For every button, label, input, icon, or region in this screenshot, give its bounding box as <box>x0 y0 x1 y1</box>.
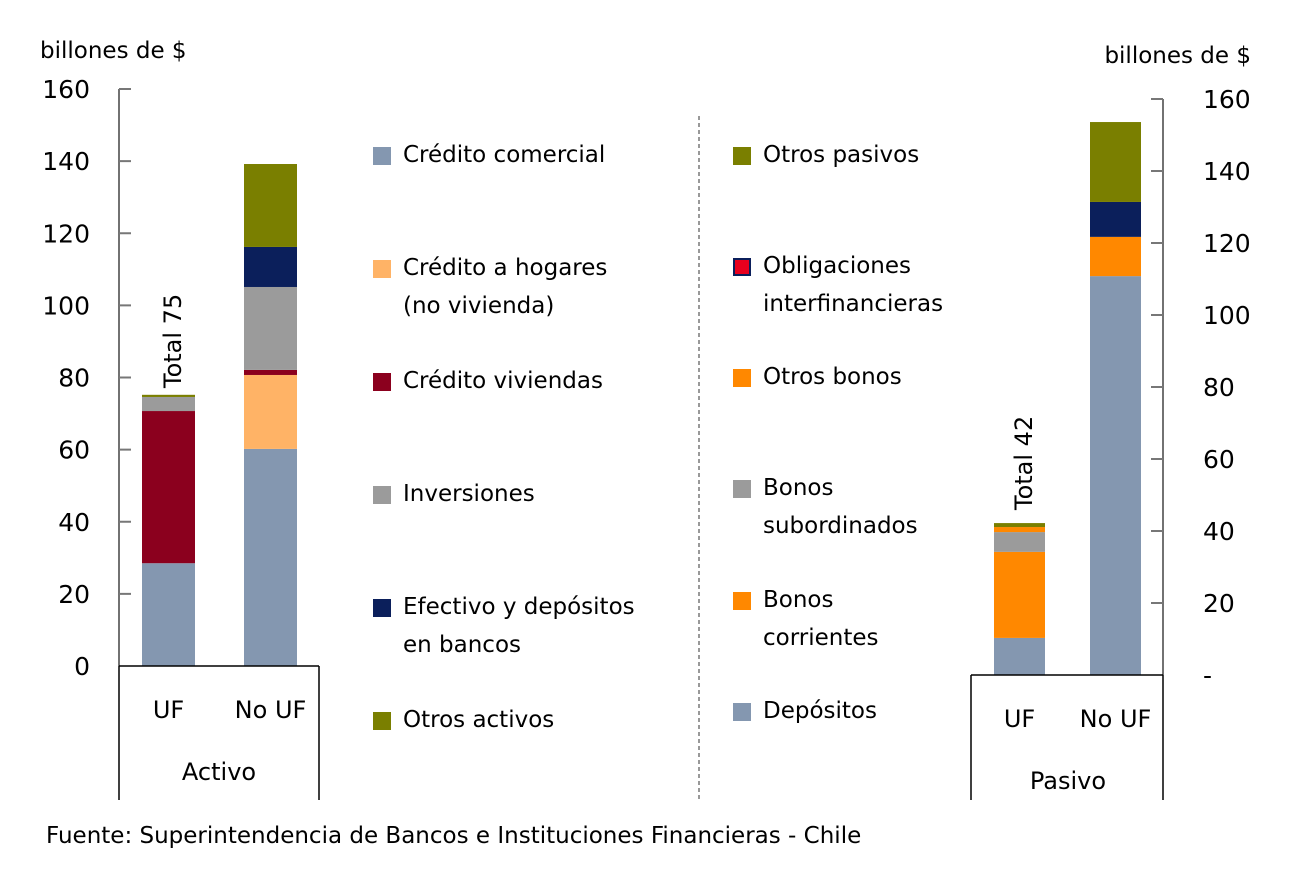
y-tick-label: 80 <box>58 364 90 393</box>
legend-swatch <box>733 592 751 610</box>
legend-label-line: Crédito a hogares <box>403 255 608 281</box>
y-tick-label: 60 <box>1203 445 1235 474</box>
legend-label-line: Obligaciones <box>763 253 911 279</box>
legend-swatch <box>733 369 751 387</box>
total-annotation: Total 42 <box>1010 416 1038 511</box>
bar-segment <box>244 286 297 370</box>
legend-swatch <box>733 147 751 165</box>
bar-segment <box>994 551 1045 638</box>
bar-segment <box>1090 276 1141 675</box>
legend-swatch <box>373 147 391 165</box>
source-footer: Fuente: Superintendencia de Bancos e Ins… <box>46 823 862 849</box>
bar-segment <box>994 523 1045 528</box>
y-tick-label: 100 <box>42 291 90 320</box>
legend-label-line: Depósitos <box>763 698 877 724</box>
y-tick-label: 140 <box>42 147 90 176</box>
y-tick-label: 160 <box>1203 85 1251 114</box>
y-tick-label: 60 <box>58 436 90 465</box>
y-tick-label: 80 <box>1203 373 1235 402</box>
bar-segment <box>244 374 297 449</box>
legend-label-line: Inversiones <box>403 481 535 507</box>
legend-label: Obligaciones interfinancieras <box>763 247 943 323</box>
category-label: No UF <box>1080 705 1152 733</box>
legend-label-line: (no vivienda) <box>403 293 555 319</box>
bar-segment <box>244 369 297 375</box>
legend-swatch <box>733 258 751 276</box>
legend-label-line: Bonos <box>763 475 834 501</box>
legend-label: Crédito viviendas <box>403 362 603 400</box>
legend-swatch <box>733 703 751 721</box>
bar-segment <box>1090 122 1141 202</box>
legend-label-line: Bonos <box>763 587 834 613</box>
y-tick-label: 160 <box>42 75 90 104</box>
category-label: No UF <box>235 696 307 724</box>
y-tick-label: 20 <box>58 580 90 609</box>
bar-segment <box>142 394 195 397</box>
total-annotation: Total 75 <box>159 294 187 389</box>
y-tick-label: 120 <box>1203 229 1251 258</box>
y-tick-label: - <box>1203 661 1212 690</box>
legend-label-line: Crédito comercial <box>403 142 606 168</box>
group-label: Pasivo <box>1030 767 1106 795</box>
chart-activo: billones de $ 0 20 40 60 80 100 120 140 160 UF No U… <box>40 38 320 800</box>
bar-segment <box>994 637 1045 675</box>
legend-label-line: en bancos <box>403 632 522 658</box>
legend-label-line: interfinancieras <box>763 291 944 317</box>
y-tick-label: 20 <box>1203 589 1235 618</box>
bar-segment <box>244 246 297 287</box>
bar-segment <box>142 411 195 564</box>
legend-label: Otros activos <box>403 701 554 739</box>
legend-swatch <box>373 373 391 391</box>
y-tick-label: 40 <box>58 508 90 537</box>
bar-segment <box>994 527 1045 533</box>
legend-label: Crédito comercial <box>403 136 605 174</box>
bar-segment <box>1090 236 1141 277</box>
legend-label: Inversiones <box>403 475 535 513</box>
y-tick-label: 120 <box>42 219 90 248</box>
legend-label-line: Otros bonos <box>763 364 902 390</box>
category-label: UF <box>153 696 184 724</box>
bar-segment <box>244 164 297 247</box>
bar-segment <box>142 396 195 412</box>
legend-label-line: Crédito viviendas <box>403 368 603 394</box>
legend-label: Depósitos <box>763 692 877 730</box>
y-tick-label: 0 <box>74 652 90 681</box>
legend-label: Bonos corrientes <box>763 581 879 657</box>
y-tick-label: 140 <box>1203 157 1251 186</box>
legend-swatch <box>373 712 391 730</box>
y-tick-label: 40 <box>1203 517 1235 546</box>
legend-swatch <box>373 486 391 504</box>
y-tick-label: 100 <box>1203 301 1251 330</box>
legend-label-line: subordinados <box>763 513 918 539</box>
bar-segment <box>244 448 297 666</box>
legend-label: Otros pasivos <box>763 136 919 174</box>
category-label: UF <box>1004 705 1035 733</box>
bar-segment <box>994 532 1045 552</box>
legend-label-line: corrientes <box>763 625 879 651</box>
legend-label: Efectivo y depósitos en bancos <box>403 588 635 664</box>
group-label: Activo <box>182 758 256 786</box>
legend-swatch <box>733 480 751 498</box>
legend-swatch <box>373 260 391 278</box>
legend-label-line: Otros pasivos <box>763 142 920 168</box>
y-axis-label: billones de $ <box>1104 43 1251 69</box>
legend-label: Crédito a hogares (no vivienda) <box>403 249 607 325</box>
chart-pasivo: billones de $ - 20 40 60 80 100 120 140 160 UF No U… <box>970 43 1251 800</box>
legend-label-line: Efectivo y depósitos <box>403 594 635 620</box>
legend-label-line: Otros activos <box>403 707 555 733</box>
legend-label: Otros bonos <box>763 358 902 396</box>
legend-swatch <box>373 599 391 617</box>
y-axis-label: billones de $ <box>40 38 187 64</box>
legend-label: Bonos subordinados <box>763 469 918 545</box>
bar-segment <box>1090 201 1141 237</box>
bar-segment <box>142 563 195 666</box>
